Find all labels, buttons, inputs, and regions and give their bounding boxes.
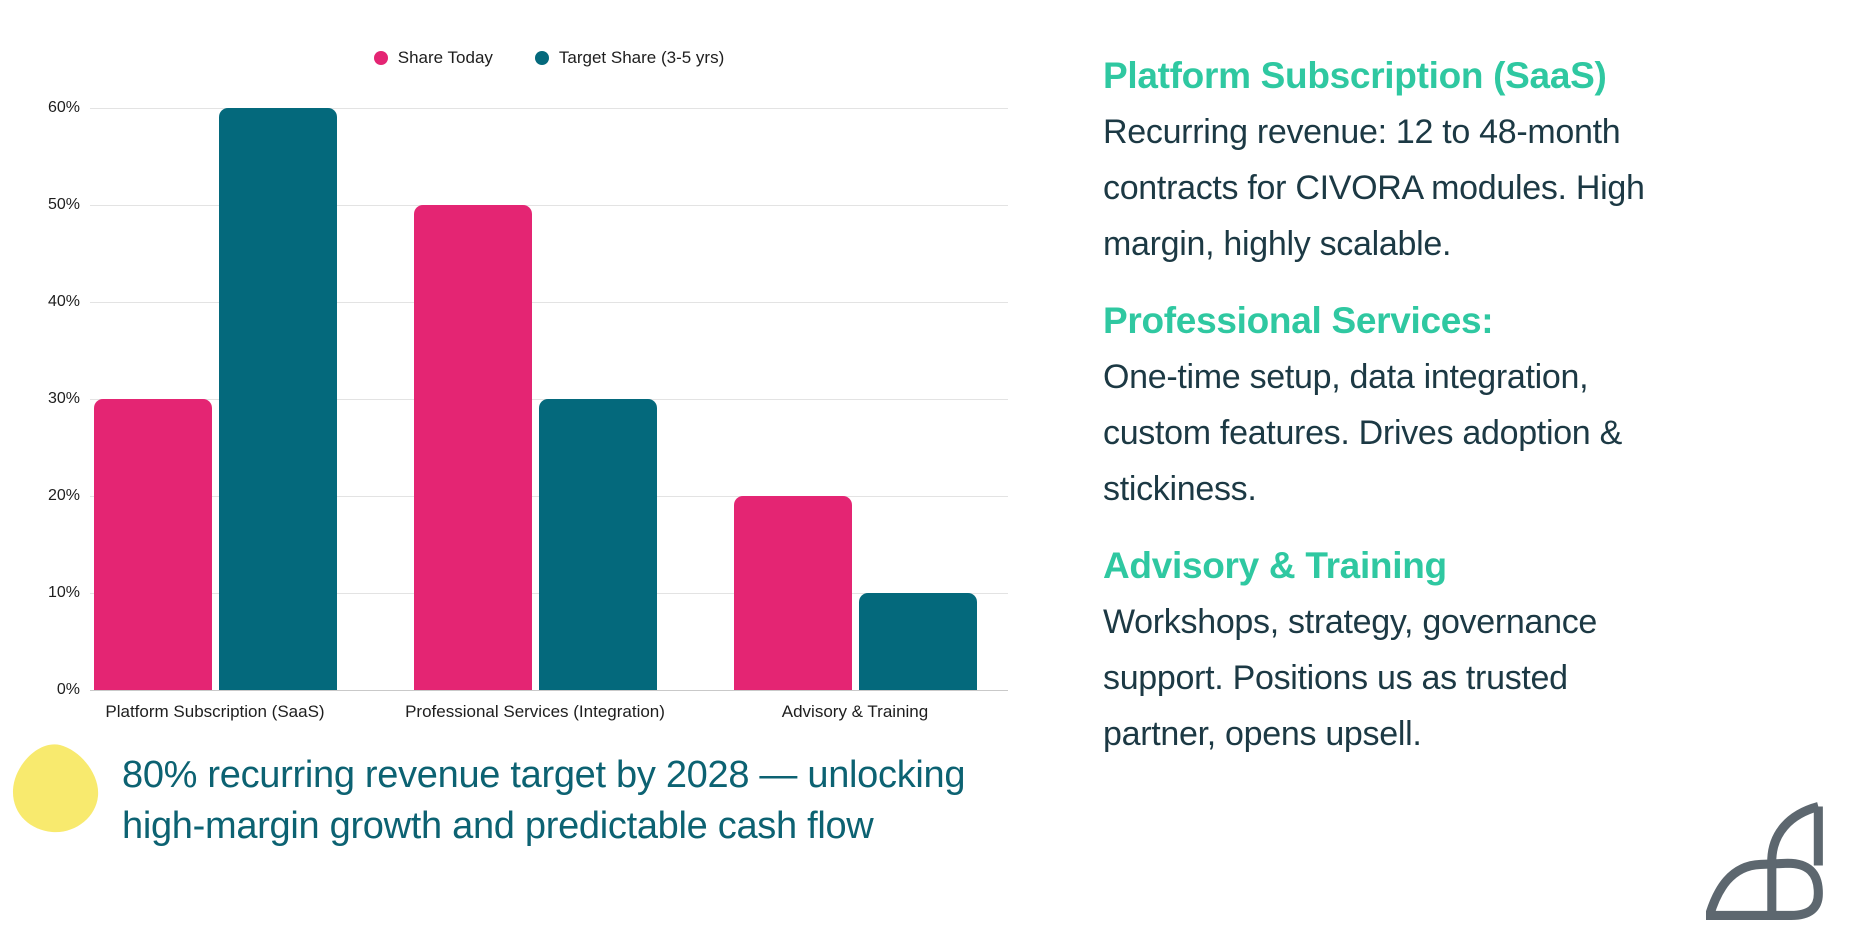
section-platform-subscription: Platform Subscription (SaaS) Recurring r… — [1103, 48, 1743, 272]
legend-dot-target-share-icon — [534, 51, 549, 65]
revenue-streams-text-column: Platform Subscription (SaaS) Recurring r… — [1103, 48, 1743, 783]
revenue-mix-bar-chart: Share Today Target Share (3-5 yrs) 0% 10%… — [0, 0, 1045, 745]
section-body: Workshops, strategy, governance support.… — [1103, 603, 1598, 753]
bar-target-share-3-5-yrs-advisory-training — [858, 593, 977, 690]
legend-dot-share-today-icon — [373, 51, 388, 65]
callout-text: 80% recurring revenue target by 2028 — u… — [122, 754, 966, 847]
gridline — [90, 108, 1008, 109]
bar-target-share-3-5-yrs-professional-services-integration — [538, 399, 657, 690]
section-body: One-time setup, data integration, custom… — [1103, 358, 1622, 508]
y-axis-tick-label: 30% — [47, 390, 80, 407]
leaf-logo-icon — [1706, 802, 1823, 920]
gridline — [90, 302, 1008, 303]
y-axis-tick-label: 20% — [47, 487, 80, 504]
bar-target-share-3-5-yrs-platform-subscription-saas — [218, 108, 337, 690]
y-axis-tick-label: 60% — [47, 99, 80, 116]
gridline — [90, 205, 1008, 206]
section-heading: Professional Services: — [1103, 300, 1494, 341]
y-axis-tick-label: 50% — [47, 196, 80, 213]
bar-share-today-platform-subscription-saas — [93, 399, 212, 690]
section-advisory-training: Advisory & Training Workshops, strategy,… — [1103, 538, 1743, 762]
section-body: Recurring revenue: 12 to 48-month contra… — [1103, 113, 1645, 263]
y-axis-tick-label: 40% — [47, 293, 80, 310]
section-heading: Platform Subscription (SaaS) — [1103, 55, 1607, 96]
y-axis-tick-label: 10% — [47, 584, 80, 601]
y-axis-tick-label: 0% — [56, 681, 80, 698]
bar-share-today-professional-services-integration — [413, 205, 532, 690]
chart-legend: Share Today Target Share (3-5 yrs) — [90, 48, 1008, 68]
x-axis-category-label: Professional Services (Integration) — [405, 702, 665, 721]
legend-item-share-today: Share Today — [373, 48, 493, 68]
bar-share-today-advisory-training — [733, 496, 852, 690]
section-professional-services: Professional Services: One-time setup, d… — [1103, 293, 1743, 517]
section-heading: Advisory & Training — [1103, 545, 1447, 586]
x-axis-category-label: Advisory & Training — [781, 702, 929, 721]
legend-label-target-share: Target Share (3-5 yrs) — [558, 48, 725, 67]
x-axis-category-label: Platform Subscription (SaaS) — [105, 702, 325, 721]
legend-label-share-today: Share Today — [397, 48, 493, 67]
gridline — [90, 690, 1008, 691]
yellow-blob-icon — [12, 744, 99, 833]
legend-item-target-share: Target Share (3-5 yrs) — [534, 48, 725, 68]
